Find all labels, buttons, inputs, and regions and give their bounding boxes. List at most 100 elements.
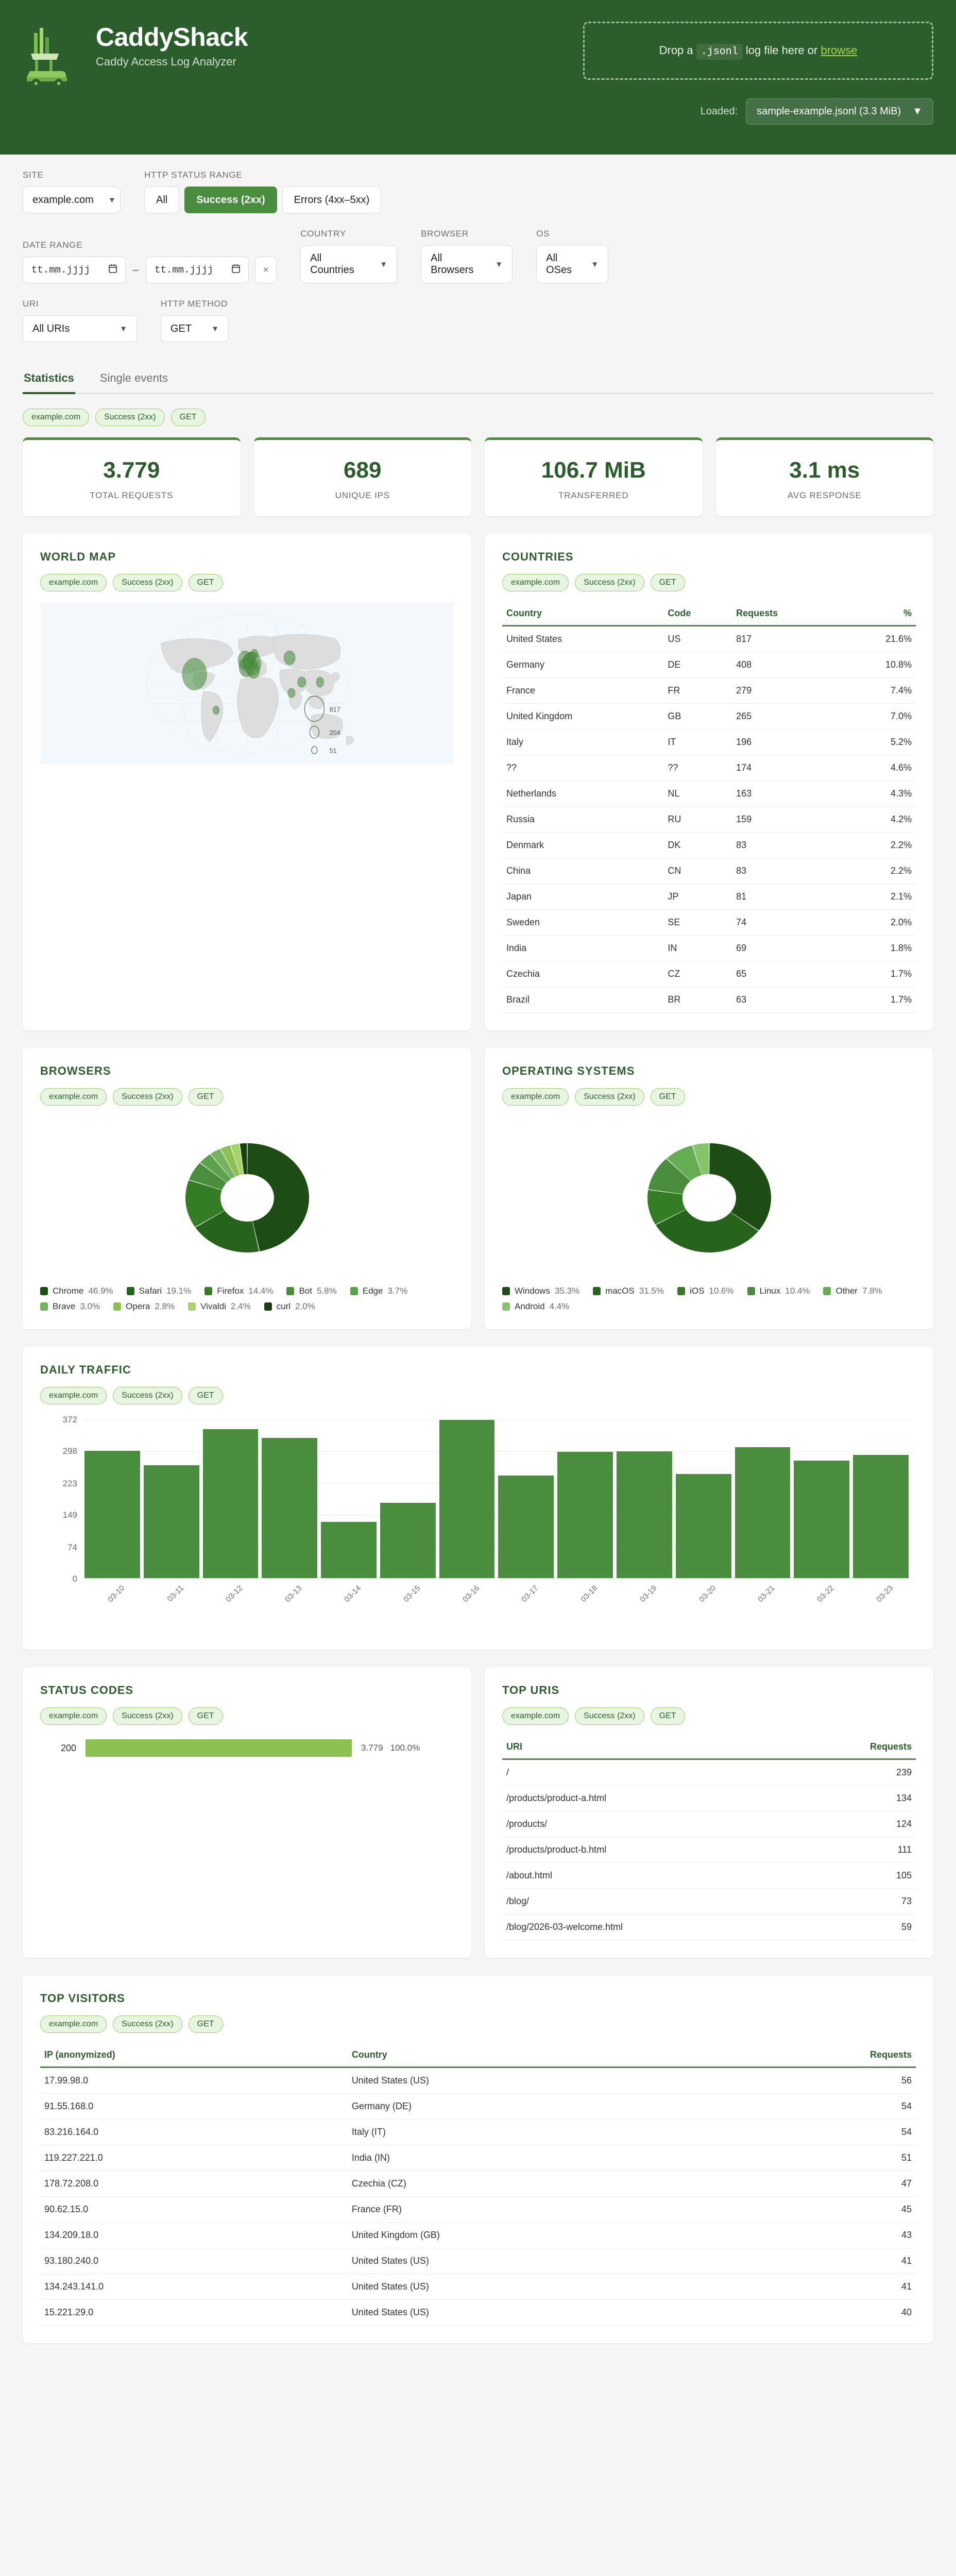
chip-method[interactable]: GET: [650, 1707, 685, 1725]
table-row[interactable]: /about.html 105: [502, 1862, 916, 1889]
chip-site[interactable]: example.com: [40, 574, 107, 591]
table-row[interactable]: Brazil BR 63 1.7%: [502, 987, 916, 1013]
table-row[interactable]: 134.209.18.0 United Kingdom (GB) 43: [40, 2222, 916, 2248]
bar[interactable]: [853, 1454, 909, 1579]
table-row[interactable]: 15.221.29.0 United States (US) 40: [40, 2299, 916, 2326]
calendar-icon[interactable]: [109, 264, 117, 276]
os-select[interactable]: All OSes ▼: [536, 245, 609, 283]
table-row[interactable]: Sweden SE 74 2.0%: [502, 909, 916, 936]
chip-site[interactable]: example.com: [40, 2015, 107, 2033]
date-to-input[interactable]: tt.mm.jjjj: [146, 257, 249, 283]
loaded-file-select[interactable]: sample-example.jsonl (3.3 MiB) ▼: [746, 98, 933, 125]
chip-method[interactable]: GET: [170, 409, 206, 426]
chip-site[interactable]: example.com: [502, 1088, 569, 1106]
donut-slice[interactable]: [247, 1143, 309, 1251]
bar[interactable]: [735, 1447, 791, 1579]
bar[interactable]: [143, 1465, 199, 1579]
table-row[interactable]: /239: [502, 1759, 916, 1786]
bar[interactable]: [84, 1450, 140, 1579]
chip-method[interactable]: GET: [188, 1387, 223, 1404]
table-row[interactable]: Czechia CZ 65 1.7%: [502, 961, 916, 987]
legend-item[interactable]: Opera 2.8%: [113, 1301, 175, 1312]
chip-site[interactable]: example.com: [40, 1707, 107, 1725]
status-filter-success[interactable]: Success (2xx): [184, 187, 277, 213]
status-code-row[interactable]: 200 3.779 100.0%: [40, 1739, 454, 1757]
browser-select[interactable]: All Browsers ▼: [421, 245, 513, 283]
table-row[interactable]: France FR 279 7.4%: [502, 677, 916, 704]
legend-item[interactable]: Android 4.4%: [502, 1301, 569, 1312]
tab-single-events[interactable]: Single events: [99, 371, 168, 384]
uri-select[interactable]: All URIs ▼: [23, 315, 137, 342]
chip-site[interactable]: example.com: [40, 1387, 107, 1404]
chip-method[interactable]: GET: [188, 1707, 223, 1725]
table-row[interactable]: /blog/73: [502, 1888, 916, 1914]
legend-item[interactable]: Brave 3.0%: [40, 1301, 100, 1312]
chip-status[interactable]: Success (2xx): [113, 1088, 182, 1106]
legend-item[interactable]: iOS 10.6%: [677, 1286, 734, 1296]
legend-item[interactable]: Windows 35.3%: [502, 1286, 579, 1296]
table-row[interactable]: China CN 83 2.2%: [502, 858, 916, 884]
chip-site[interactable]: example.com: [23, 409, 90, 426]
chip-site[interactable]: example.com: [502, 1707, 569, 1725]
chip-status[interactable]: Success (2xx): [575, 1707, 644, 1725]
table-row[interactable]: /products/product-a.html 134: [502, 1785, 916, 1811]
legend-item[interactable]: Other 7.8%: [823, 1286, 882, 1296]
table-row[interactable]: ???? 174 4.6%: [502, 755, 916, 781]
table-row[interactable]: Japan JP 81 2.1%: [502, 884, 916, 910]
browse-link[interactable]: browse: [821, 44, 858, 57]
file-dropzone[interactable]: Drop a .jsonl log file here or browse: [583, 22, 933, 80]
date-from-input[interactable]: tt.mm.jjjj: [23, 257, 126, 283]
bar[interactable]: [617, 1451, 672, 1579]
table-row[interactable]: /blog/2026-03-welcome.html 59: [502, 1914, 916, 1940]
country-select[interactable]: All Countries ▼: [300, 245, 398, 283]
legend-item[interactable]: curl 2.0%: [264, 1301, 315, 1312]
chip-status[interactable]: Success (2xx): [113, 1707, 182, 1725]
legend-item[interactable]: Safari 19.1%: [126, 1286, 191, 1296]
legend-item[interactable]: Edge 3.7%: [350, 1286, 407, 1296]
chip-status[interactable]: Success (2xx): [113, 574, 182, 591]
world-map-visual[interactable]: 817 204 51: [40, 603, 454, 764]
daily-traffic-chart[interactable]: 0 74 149 223 298 372 03-10 03-11 03-12 03-13 03-1…: [40, 1415, 916, 1632]
legend-item[interactable]: Firefox 14.4%: [204, 1286, 273, 1296]
table-row[interactable]: 93.180.240.0 United States (US) 41: [40, 2248, 916, 2274]
browsers-donut-chart[interactable]: [40, 1117, 454, 1286]
bar[interactable]: [321, 1521, 377, 1579]
table-row[interactable]: 83.216.164.0 Italy (IT) 54: [40, 2119, 916, 2145]
bar[interactable]: [794, 1461, 850, 1579]
chip-site[interactable]: example.com: [40, 1088, 107, 1106]
site-select[interactable]: example.com ▼: [23, 187, 121, 213]
chip-status[interactable]: Success (2xx): [95, 409, 165, 426]
chip-status[interactable]: Success (2xx): [113, 2015, 182, 2033]
table-row[interactable]: 178.72.208.0 Czechia (CZ) 47: [40, 2171, 916, 2197]
chip-method[interactable]: GET: [650, 574, 685, 591]
table-row[interactable]: 17.99.98.0 United States (US) 56: [40, 2067, 916, 2094]
bar[interactable]: [262, 1437, 318, 1579]
status-codes-chart[interactable]: 200 3.779 100.0%: [40, 1739, 454, 1894]
table-row[interactable]: 119.227.221.0 India (IN) 51: [40, 2145, 916, 2171]
table-row[interactable]: Russia RU 159 4.2%: [502, 806, 916, 833]
status-filter-errors[interactable]: Errors (4xx–5xx): [282, 187, 382, 213]
table-row[interactable]: /products/124: [502, 1811, 916, 1837]
chip-method[interactable]: GET: [650, 1088, 685, 1106]
os-donut-chart[interactable]: [502, 1117, 916, 1286]
table-row[interactable]: /products/product-b.html 111: [502, 1837, 916, 1863]
chip-method[interactable]: GET: [188, 574, 223, 591]
bar[interactable]: [675, 1474, 731, 1579]
bar[interactable]: [439, 1420, 495, 1579]
chip-method[interactable]: GET: [188, 1088, 223, 1106]
table-row[interactable]: India IN 69 1.8%: [502, 935, 916, 961]
legend-item[interactable]: macOS 31.5%: [593, 1286, 664, 1296]
bar[interactable]: [380, 1502, 436, 1579]
clear-date-range-button[interactable]: ×: [255, 257, 277, 283]
status-filter-all[interactable]: All: [144, 187, 180, 213]
legend-item[interactable]: Vivaldi 2.4%: [188, 1301, 251, 1312]
table-row[interactable]: Denmark DK 83 2.2%: [502, 832, 916, 858]
tab-statistics[interactable]: Statistics: [23, 368, 75, 394]
donut-slice[interactable]: [709, 1143, 771, 1231]
chip-status[interactable]: Success (2xx): [575, 1088, 644, 1106]
chip-status[interactable]: Success (2xx): [575, 574, 644, 591]
donut-slice[interactable]: [185, 1180, 247, 1227]
legend-item[interactable]: Bot 5.8%: [286, 1286, 337, 1296]
bar[interactable]: [498, 1476, 554, 1579]
legend-item[interactable]: Linux 10.4%: [747, 1286, 810, 1296]
